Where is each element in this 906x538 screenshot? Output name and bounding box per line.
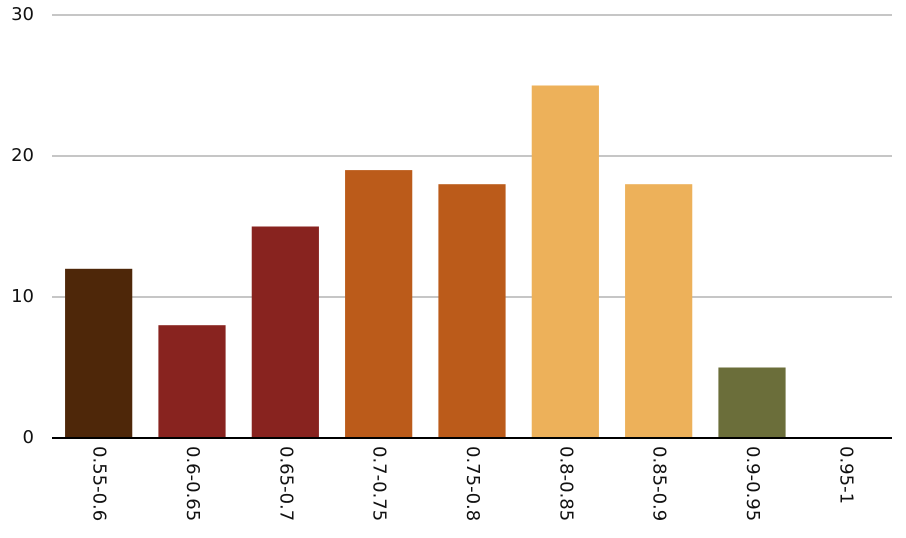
y-tick-label: 20 <box>11 145 34 166</box>
bar <box>438 184 506 438</box>
x-tick-label: 0.85-0.9 <box>649 446 670 521</box>
bar <box>251 226 319 438</box>
x-tick-label: 0.75-0.8 <box>462 446 483 521</box>
x-tick-label: 0.95-1 <box>835 446 856 504</box>
bar <box>65 268 133 438</box>
bar <box>158 325 226 438</box>
x-tick-label: 0.8-0.85 <box>555 446 576 521</box>
x-tick-label: 0.9-0.95 <box>742 446 763 521</box>
bar <box>345 170 413 438</box>
bar <box>531 85 599 438</box>
y-tick-label: 30 <box>11 4 34 25</box>
x-tick-label: 0.65-0.7 <box>275 446 296 521</box>
y-tick-label: 10 <box>11 286 34 307</box>
bar <box>718 367 786 438</box>
y-tick-label: 0 <box>23 427 34 448</box>
x-tick-label: 0.55-0.6 <box>89 446 110 521</box>
bar <box>625 184 693 438</box>
x-tick-label: 0.7-0.75 <box>369 446 390 521</box>
x-tick-label: 0.6-0.65 <box>182 446 203 521</box>
